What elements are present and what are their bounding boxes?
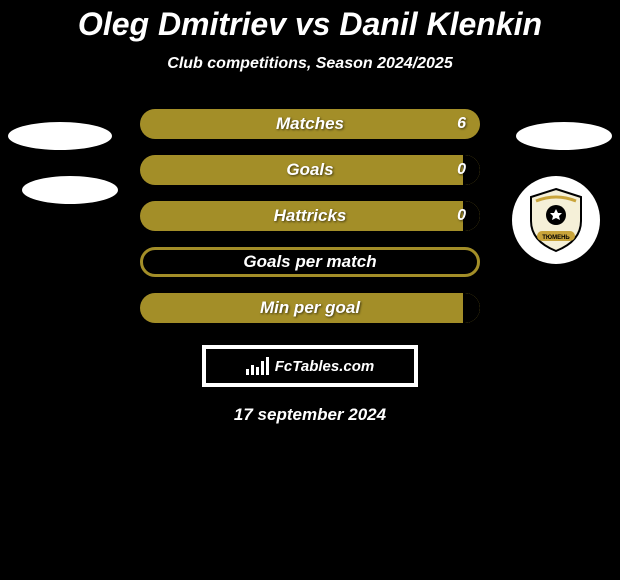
stat-row-matches: Matches 6 [0, 109, 620, 139]
stat-label: Matches [276, 114, 344, 134]
chart-icon [246, 357, 269, 375]
stat-label: Goals per match [243, 252, 376, 272]
stat-label: Goals [286, 160, 333, 180]
stat-row-hattricks: Hattricks 0 [0, 201, 620, 231]
page-title: Oleg Dmitriev vs Danil Klenkin [0, 0, 620, 43]
date-text: 17 september 2024 [0, 405, 620, 425]
stat-bar: Matches 6 [140, 109, 480, 139]
brand-box[interactable]: FcTables.com [202, 345, 418, 387]
stat-bar: Min per goal [140, 293, 480, 323]
stat-bar: Goals per match [140, 247, 480, 277]
stat-value: 6 [457, 115, 466, 133]
stat-value: 0 [457, 207, 466, 225]
stat-label: Hattricks [274, 206, 347, 226]
stat-bar: Hattricks 0 [140, 201, 480, 231]
subtitle: Club competitions, Season 2024/2025 [0, 55, 620, 73]
stat-label: Min per goal [260, 298, 360, 318]
stat-row-goals: Goals 0 [0, 155, 620, 185]
stat-row-goals-per-match: Goals per match [0, 247, 620, 277]
stat-bar: Goals 0 [140, 155, 480, 185]
stat-row-min-per-goal: Min per goal [0, 293, 620, 323]
brand-text: FcTables.com [275, 358, 374, 375]
stats-container: Matches 6 Goals 0 Hattricks 0 Goals per … [0, 109, 620, 323]
stat-value: 0 [457, 161, 466, 179]
